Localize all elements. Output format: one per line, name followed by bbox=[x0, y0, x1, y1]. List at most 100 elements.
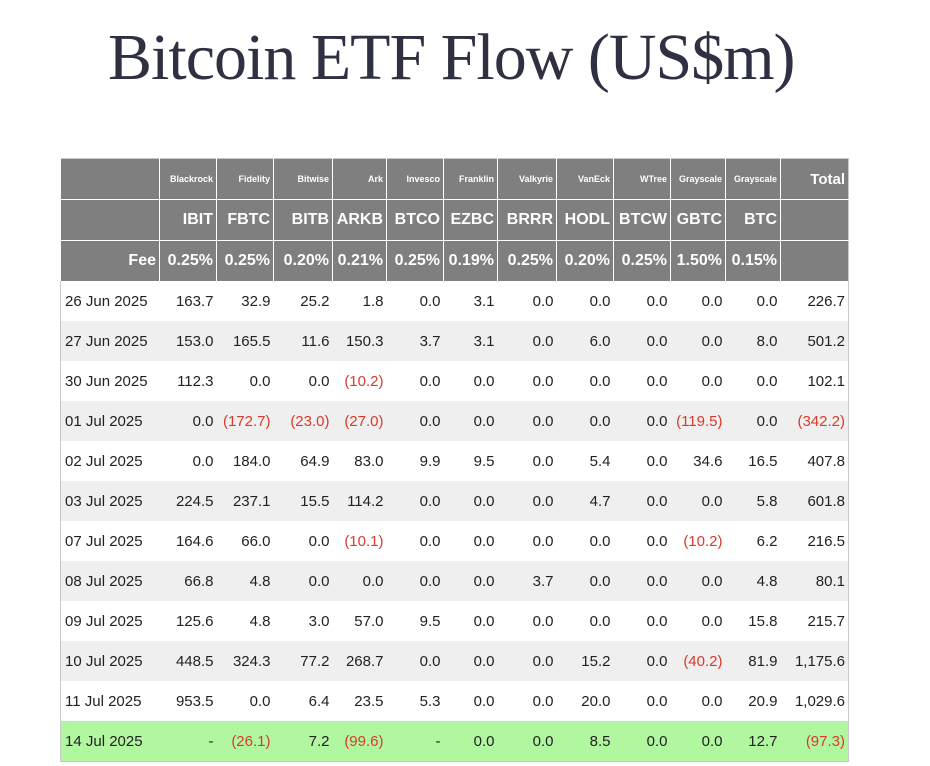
flow-value: 0.0 bbox=[613, 721, 671, 762]
ticker-symbol: EZBC bbox=[443, 199, 498, 241]
table-row: 10 Jul 2025 448.5 324.3 77.2 268.7 0.0 0.0 0.0 1… bbox=[60, 641, 849, 681]
total-header-blank bbox=[780, 199, 849, 241]
row-date: 27 Jun 2025 bbox=[60, 321, 160, 361]
flow-value: 20.0 bbox=[556, 681, 614, 721]
flow-value: 0.0 bbox=[443, 481, 498, 521]
flow-value: 0.0 bbox=[670, 681, 726, 721]
flow-value: 153.0 bbox=[159, 321, 217, 361]
issuer-header-row: Blackrock Fidelity Bitwise Ark Invesco Frankl… bbox=[60, 158, 849, 200]
flow-value: 20.9 bbox=[725, 681, 781, 721]
flow-value: 5.4 bbox=[556, 441, 614, 481]
issuer-name: VanEck bbox=[556, 158, 614, 200]
row-date: 09 Jul 2025 bbox=[60, 601, 160, 641]
flow-value: 0.0 bbox=[386, 281, 444, 321]
fund-fee: 0.25% bbox=[216, 240, 274, 281]
flow-value: 0.0 bbox=[613, 441, 671, 481]
flow-value: 0.0 bbox=[670, 321, 726, 361]
flow-value: 66.8 bbox=[159, 561, 217, 601]
flow-value: 3.1 bbox=[443, 321, 498, 361]
row-date: 07 Jul 2025 bbox=[60, 521, 160, 561]
flow-value: 0.0 bbox=[497, 481, 557, 521]
fund-fee: 0.25% bbox=[497, 240, 557, 281]
flow-value: 0.0 bbox=[497, 641, 557, 681]
flow-value: 32.9 bbox=[216, 281, 274, 321]
flow-value: 164.6 bbox=[159, 521, 217, 561]
flow-value: 0.0 bbox=[670, 281, 726, 321]
issuer-name: Valkyrie bbox=[497, 158, 557, 200]
flow-value: 6.4 bbox=[273, 681, 333, 721]
flow-value: 0.0 bbox=[497, 281, 557, 321]
flow-value: - bbox=[159, 721, 217, 762]
flow-value: 0.0 bbox=[670, 721, 726, 762]
flow-value: 4.7 bbox=[556, 481, 614, 521]
flow-value: - bbox=[386, 721, 444, 762]
table-row: 27 Jun 2025 153.0 165.5 11.6 150.3 3.7 3.1 0.0 6… bbox=[60, 321, 849, 361]
flow-value: 0.0 bbox=[273, 361, 333, 401]
corner-cell bbox=[60, 158, 160, 200]
flow-value: 0.0 bbox=[556, 361, 614, 401]
table-row: 03 Jul 2025 224.5 237.1 15.5 114.2 0.0 0.0 0.0 4… bbox=[60, 481, 849, 521]
ticker-symbol: BTC bbox=[725, 199, 781, 241]
ticker-header-row: IBIT FBTC BITB ARKB BTCO EZBC BRRR HODL BTCW GBTC… bbox=[60, 199, 849, 241]
flow-value: 0.0 bbox=[613, 481, 671, 521]
row-date: 10 Jul 2025 bbox=[60, 641, 160, 681]
row-total: 501.2 bbox=[780, 321, 849, 361]
flow-value: 0.0 bbox=[443, 721, 498, 762]
flow-value: 4.8 bbox=[216, 601, 274, 641]
flow-value: 0.0 bbox=[443, 401, 498, 441]
flow-value: 0.0 bbox=[613, 281, 671, 321]
flow-value: (10.2) bbox=[670, 521, 726, 561]
total-fee-blank bbox=[780, 240, 849, 281]
issuer-name: Grayscale bbox=[725, 158, 781, 200]
row-date: 26 Jun 2025 bbox=[60, 281, 160, 321]
flow-value: 0.0 bbox=[497, 361, 557, 401]
issuer-name: WTree bbox=[613, 158, 671, 200]
flow-value: (10.2) bbox=[332, 361, 387, 401]
flow-value: 66.0 bbox=[216, 521, 274, 561]
corner-cell bbox=[60, 199, 160, 241]
flow-value: 224.5 bbox=[159, 481, 217, 521]
flow-value: 0.0 bbox=[613, 641, 671, 681]
flow-value: (99.6) bbox=[332, 721, 387, 762]
flow-value: 0.0 bbox=[670, 601, 726, 641]
issuer-name: Grayscale bbox=[670, 158, 726, 200]
flow-value: 15.5 bbox=[273, 481, 333, 521]
flow-value: 448.5 bbox=[159, 641, 217, 681]
flow-value: 0.0 bbox=[556, 601, 614, 641]
flow-value: (10.1) bbox=[332, 521, 387, 561]
flow-value: (172.7) bbox=[216, 401, 274, 441]
flow-value: 150.3 bbox=[332, 321, 387, 361]
flow-value: 165.5 bbox=[216, 321, 274, 361]
issuer-name: Bitwise bbox=[273, 158, 333, 200]
row-total: (342.2) bbox=[780, 401, 849, 441]
flow-value: (23.0) bbox=[273, 401, 333, 441]
flow-value: 0.0 bbox=[386, 401, 444, 441]
flow-value: 0.0 bbox=[443, 361, 498, 401]
flow-value: 3.7 bbox=[386, 321, 444, 361]
flow-value: 3.0 bbox=[273, 601, 333, 641]
flow-value: 0.0 bbox=[497, 521, 557, 561]
total-header: Total bbox=[780, 158, 849, 200]
fund-fee: 0.15% bbox=[725, 240, 781, 281]
flow-value: 0.0 bbox=[497, 721, 557, 762]
flow-value: 0.0 bbox=[386, 481, 444, 521]
flow-value: 0.0 bbox=[443, 601, 498, 641]
row-total: (97.3) bbox=[780, 721, 849, 762]
ticker-symbol: GBTC bbox=[670, 199, 726, 241]
issuer-name: Franklin bbox=[443, 158, 498, 200]
flow-value: 0.0 bbox=[613, 321, 671, 361]
flow-value: 5.8 bbox=[725, 481, 781, 521]
issuer-name: Fidelity bbox=[216, 158, 274, 200]
row-total: 1,175.6 bbox=[780, 641, 849, 681]
flow-value: (27.0) bbox=[332, 401, 387, 441]
row-total: 407.8 bbox=[780, 441, 849, 481]
flow-value: 0.0 bbox=[386, 641, 444, 681]
flow-value: 112.3 bbox=[159, 361, 217, 401]
fund-fee: 0.25% bbox=[386, 240, 444, 281]
flow-value: 34.6 bbox=[670, 441, 726, 481]
issuer-name: Blackrock bbox=[159, 158, 217, 200]
table-row: 07 Jul 2025 164.6 66.0 0.0 (10.1) 0.0 0.0 0.0 0.… bbox=[60, 521, 849, 561]
flow-value: 268.7 bbox=[332, 641, 387, 681]
flow-value: 25.2 bbox=[273, 281, 333, 321]
flow-value: (119.5) bbox=[670, 401, 726, 441]
